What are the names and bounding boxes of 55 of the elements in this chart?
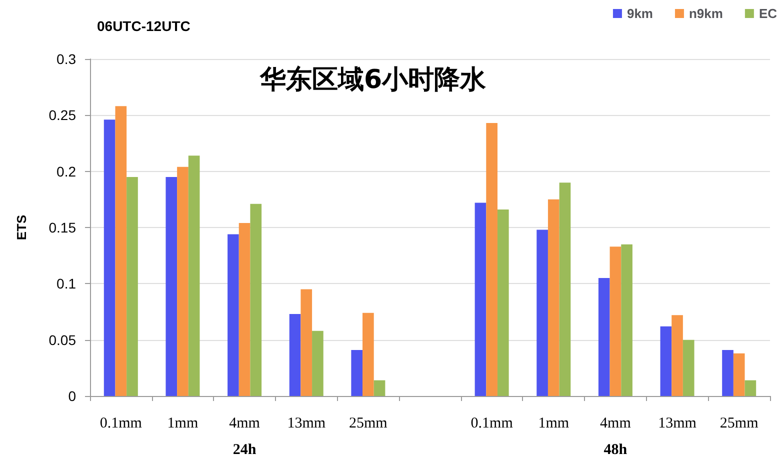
y-tick-label: 0.2: [56, 163, 76, 180]
bar: [362, 312, 374, 396]
text: 48h: [604, 442, 628, 458]
chart-subtitle: 06UTC-12UTC: [97, 18, 190, 34]
x-tick-label: 13mm: [658, 416, 697, 432]
bar: [228, 234, 239, 396]
x-tick-label: 0.1mm: [470, 416, 514, 432]
y-tick-label: 0.3: [56, 51, 76, 67]
x-tick-label: 25mm: [349, 416, 388, 432]
bar: [188, 156, 200, 396]
legend-label: EC: [758, 6, 778, 21]
legend-label: 9km: [626, 6, 653, 21]
bar: [238, 223, 250, 396]
bar: [177, 166, 188, 396]
text: 24h: [232, 442, 257, 458]
bar: [166, 176, 178, 396]
y-tick-label: 0.15: [48, 220, 76, 236]
y-tick-label: 0.05: [48, 332, 76, 348]
bar: [474, 202, 486, 396]
legend-label: n9km: [688, 6, 723, 21]
bar: [104, 120, 116, 396]
bar: [672, 315, 683, 396]
bar: [486, 123, 498, 396]
bar: [312, 330, 324, 396]
bar: [289, 314, 301, 396]
y-tick-label: 0: [68, 388, 76, 404]
bar: [374, 380, 386, 396]
bar: [351, 350, 363, 396]
x-tick-label: 4mm: [229, 416, 260, 432]
bar: [610, 246, 622, 396]
x-tick-label: 1mm: [538, 416, 570, 432]
bar: [682, 340, 694, 396]
bar: [733, 353, 745, 396]
bar: [250, 204, 262, 396]
bar: [536, 230, 548, 396]
x-tick-label: 0.1mm: [100, 416, 142, 432]
bar: [559, 182, 571, 396]
x-tick-label: 1mm: [167, 416, 198, 432]
bar: [598, 278, 610, 396]
bar: [497, 210, 509, 396]
x-tick-label: 13mm: [287, 416, 326, 432]
bar: [744, 380, 756, 396]
bar: [548, 199, 560, 396]
bar: [660, 326, 672, 396]
bar: [126, 176, 138, 396]
bar: [621, 244, 632, 396]
y-tick-label: 0.25: [48, 107, 76, 124]
y-axis-title: ETS: [14, 214, 29, 240]
bar: [722, 350, 734, 396]
bar: [115, 106, 127, 396]
x-tick-label: 25mm: [720, 416, 759, 432]
x-tick-label: 4mm: [600, 416, 632, 432]
y-tick-label: 0.1: [56, 276, 76, 292]
bar: [300, 289, 312, 396]
chart-title: 华东区域6小时降水: [259, 65, 488, 95]
